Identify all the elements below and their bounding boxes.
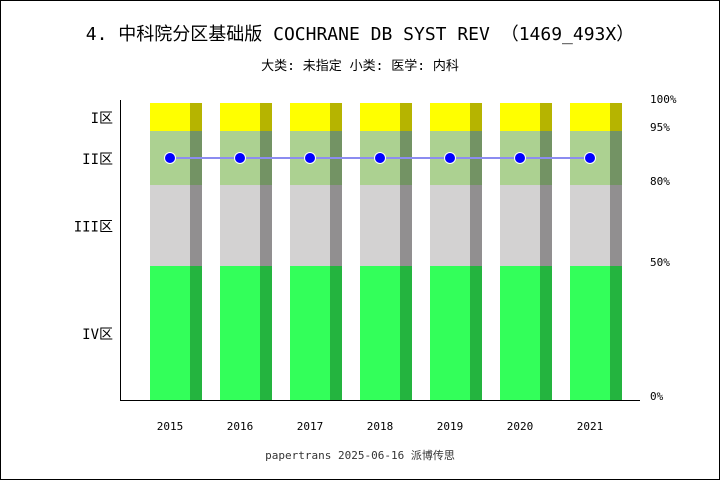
bar-segment [290,266,330,400]
bar-segment-shade [470,185,482,266]
right-tick-label: 95% [650,121,670,134]
bar-segment [570,266,610,400]
bar-segment [430,266,470,400]
bar-segment-shade [470,103,482,131]
bar-segment-shade [260,103,272,131]
bar-segment-shade [260,185,272,266]
bar-segment [150,266,190,400]
x-tick-label: 2018 [367,420,394,433]
bar-segment-shade [540,103,552,131]
bar-segment-shade [470,266,482,400]
bar-segment-shade [330,103,342,131]
bar-segment [500,266,540,400]
bar-segment [570,103,610,131]
x-tick-label: 2017 [297,420,324,433]
right-tick-label: 50% [650,256,670,269]
bar-segment [360,103,400,131]
chart-footer: papertrans 2025-06-16 派博传思 [265,449,455,462]
bar-segment [360,266,400,400]
data-point [374,152,386,164]
data-point [164,152,176,164]
bar-segment [360,185,400,266]
data-point [234,152,246,164]
bar-segment [220,266,260,400]
bar-segment-shade [190,185,202,266]
bar-segment [430,103,470,131]
bar-segment-shade [610,103,622,131]
x-tick-label: 2020 [507,420,534,433]
bar-segment-shade [190,266,202,400]
x-tick-label: 2019 [437,420,464,433]
bar-segment-shade [540,266,552,400]
bar-segment [220,103,260,131]
bar-segment [290,185,330,266]
bar-segment-shade [330,266,342,400]
bar-segment [500,103,540,131]
zone-label: III区 [74,220,113,236]
zone-label: II区 [82,152,113,168]
chart-title: 4. 中科院分区基础版 COCHRANE DB SYST REV （1469_4… [86,24,634,45]
bar-segment [430,185,470,266]
data-point [444,152,456,164]
chart-subtitle: 大类: 未指定 小类: 医学: 内科 [261,58,459,74]
bar-segment-shade [400,266,412,400]
bar-segment-shade [540,185,552,266]
bar-segment [500,185,540,266]
zone-label: IV区 [82,327,113,343]
bar-segment-shade [260,266,272,400]
zone-label: I区 [91,111,113,127]
bar-segment [150,103,190,131]
data-point [304,152,316,164]
bar-segment-shade [400,185,412,266]
x-tick-label: 2021 [577,420,604,433]
bar-segment [570,185,610,266]
bar-segment [290,103,330,131]
bar-segment-shade [400,103,412,131]
right-tick-label: 80% [650,175,670,188]
data-point [584,152,596,164]
bar-segment [150,185,190,266]
bar-segment-shade [330,185,342,266]
right-tick-label: 100% [650,93,677,106]
x-tick-label: 2015 [157,420,184,433]
bar-segment-shade [610,185,622,266]
x-tick-label: 2016 [227,420,254,433]
data-point [514,152,526,164]
bar-segment-shade [610,266,622,400]
right-tick-label: 0% [650,390,664,403]
bar-segment [220,185,260,266]
bar-segment-shade [610,131,622,185]
bar-segment-shade [190,103,202,131]
